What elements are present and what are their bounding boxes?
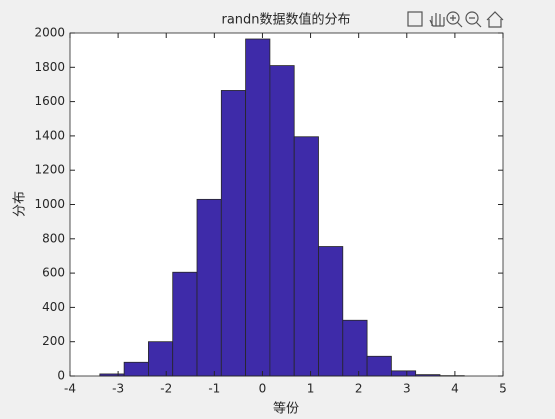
y-tick-label: 1200 <box>34 163 65 177</box>
bar <box>318 246 344 377</box>
toolbar-button[interactable] <box>486 11 504 28</box>
y-tick-label: 600 <box>42 266 65 280</box>
bar <box>123 361 149 377</box>
bar <box>342 319 368 377</box>
bar <box>196 198 222 377</box>
bar <box>390 370 417 377</box>
bar <box>148 341 174 377</box>
toolbar-button[interactable] <box>407 11 423 27</box>
x-tick-label: -4 <box>64 382 76 396</box>
y-tick-label: 400 <box>42 300 65 314</box>
bar <box>172 271 198 377</box>
bar <box>245 38 271 377</box>
chart-title: randn数据数值的分布 <box>221 12 350 28</box>
y-tick-label: 800 <box>42 231 65 245</box>
x-tick-label: -1 <box>208 382 220 396</box>
y-tick-label: 0 <box>57 369 65 383</box>
x-tick-label: 1 <box>307 382 315 396</box>
toolbar-button[interactable] <box>446 11 460 25</box>
bar <box>220 90 247 377</box>
x-tick-label: 0 <box>259 382 267 396</box>
y-tick-label: 200 <box>42 334 65 348</box>
x-tick-label: 2 <box>355 382 363 396</box>
toolbar-button[interactable] <box>465 11 479 25</box>
x-tick-label: -3 <box>112 382 124 396</box>
toolbar <box>407 11 504 28</box>
toolbar-button[interactable] <box>429 13 445 27</box>
y-tick-label: 1800 <box>34 60 65 74</box>
y-tick-label: 1400 <box>34 128 65 142</box>
y-tick-label: 1600 <box>34 94 65 108</box>
y-tick-label: 1000 <box>34 197 65 211</box>
y-axis-label: 分布 <box>13 191 28 217</box>
x-tick-label: 4 <box>451 382 459 396</box>
x-tick-label: 3 <box>403 382 411 396</box>
x-axis-label: 等份 <box>273 401 299 417</box>
bar <box>366 355 392 377</box>
x-tick-label: -2 <box>160 382 172 396</box>
y-tick-label: 2000 <box>34 26 65 40</box>
x-tick-label: 5 <box>499 382 507 396</box>
bar <box>293 136 319 377</box>
bar <box>269 65 295 377</box>
